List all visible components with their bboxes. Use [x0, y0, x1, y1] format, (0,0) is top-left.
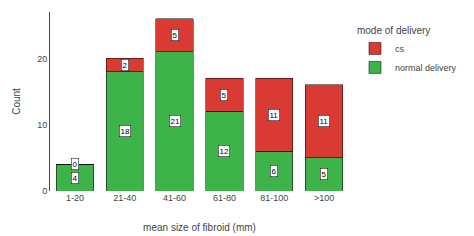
- svg-text:5: 5: [222, 91, 227, 100]
- svg-text:normal delivery: normal delivery: [395, 63, 457, 73]
- svg-text:41-60: 41-60: [163, 193, 186, 203]
- svg-text:10: 10: [37, 120, 47, 130]
- svg-text:18: 18: [121, 127, 130, 136]
- svg-text:61-80: 61-80: [213, 193, 236, 203]
- svg-text:12: 12: [220, 147, 229, 156]
- svg-text:21: 21: [171, 117, 180, 126]
- svg-text:mean size of fibroid (mm): mean size of fibroid (mm): [143, 222, 256, 233]
- svg-text:0: 0: [73, 160, 78, 169]
- svg-text:>100: >100: [314, 193, 334, 203]
- svg-text:1-20: 1-20: [66, 193, 84, 203]
- svg-text:4: 4: [73, 174, 78, 183]
- svg-text:0: 0: [42, 186, 47, 196]
- svg-text:20: 20: [37, 54, 47, 64]
- svg-text:11: 11: [270, 111, 279, 120]
- svg-text:11: 11: [320, 117, 329, 126]
- svg-text:6: 6: [272, 167, 277, 176]
- svg-text:81-100: 81-100: [260, 193, 288, 203]
- svg-text:2: 2: [123, 61, 128, 70]
- svg-text:21-40: 21-40: [113, 193, 136, 203]
- svg-text:Count: Count: [11, 88, 22, 115]
- svg-text:5: 5: [173, 31, 178, 40]
- svg-text:mode of delivery: mode of delivery: [357, 25, 430, 36]
- svg-text:5: 5: [322, 170, 327, 179]
- svg-text:cs: cs: [395, 44, 405, 54]
